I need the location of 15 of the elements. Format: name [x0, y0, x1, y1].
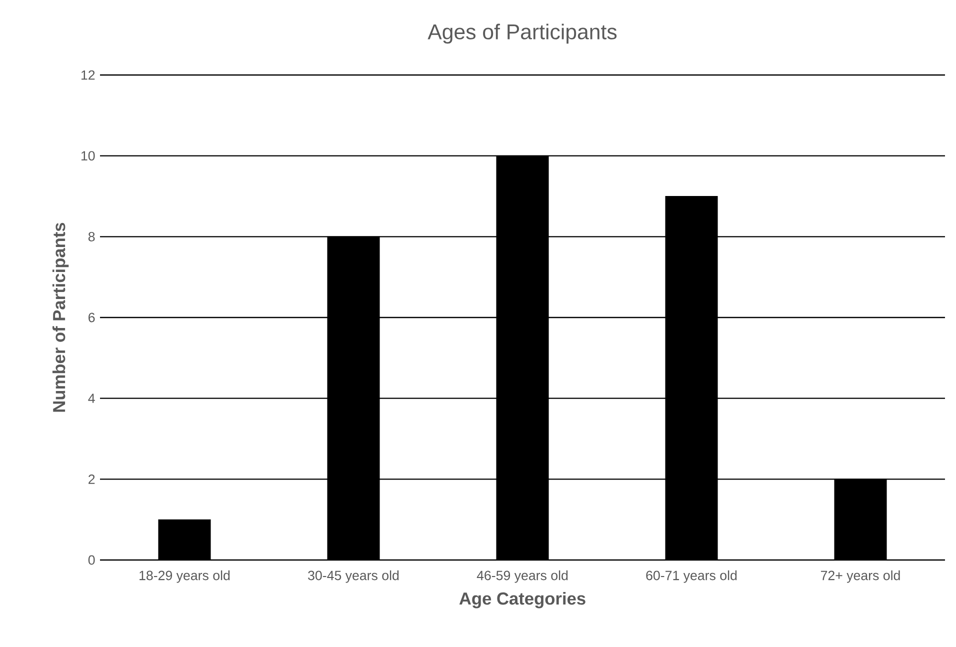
y-axis-title: Number of Participants [52, 222, 69, 412]
x-tick-label: 18-29 years old [140, 570, 230, 583]
y-tick-label: 2 [88, 474, 95, 484]
x-tick-label: 30-45 years old [308, 570, 399, 583]
y-tick-label: 8 [88, 232, 95, 242]
x-axis-title: Age Categories [459, 592, 586, 608]
y-tick-label: 4 [88, 394, 95, 403]
chart-title: Ages of Participants [428, 24, 617, 44]
x-tick-label: 46-59 years old [476, 570, 568, 583]
x-tick-label: 60-71 years old [646, 570, 737, 583]
y-tick-label: 12 [81, 70, 95, 80]
y-tick-label: 0 [88, 555, 95, 565]
y-tick-label: 6 [88, 312, 95, 322]
y-tick-label: 10 [81, 151, 95, 161]
x-tick-label: 72+ years old [820, 570, 900, 583]
